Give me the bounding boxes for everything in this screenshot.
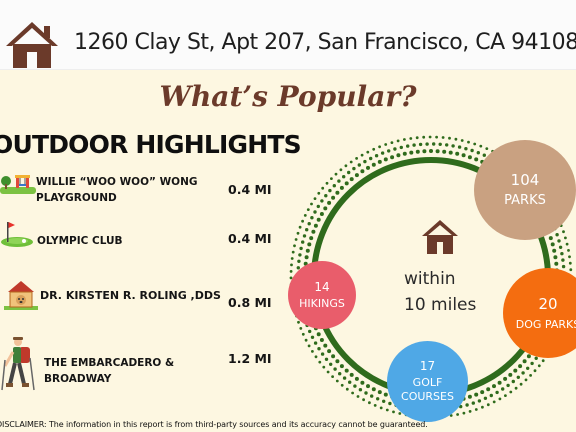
highlight-distance: 1.2 MI: [228, 351, 272, 366]
playground-icon: [0, 175, 36, 194]
highlight-distance: 0.4 MI: [228, 231, 272, 246]
page-title: What’s Popular?: [159, 80, 417, 113]
dog-house-icon: [4, 281, 38, 310]
header-bar: 1260 Clay St, Apt 207, San Francisco, CA…: [0, 0, 576, 70]
parks-label: PARKS: [504, 192, 546, 208]
radius-label-line2: 10 miles: [404, 295, 477, 315]
hikings-label: HIKINGS: [299, 296, 345, 310]
golf-label-line2: COURSES: [401, 390, 454, 403]
dog-parks-count: 20: [538, 294, 558, 313]
radius-label-line1: within: [404, 269, 456, 289]
parks-bubble: 104 PARKS: [474, 140, 576, 240]
highlight-distance: 0.8 MI: [228, 295, 272, 310]
disclaimer: DISCLAIMER: The information in this repo…: [0, 420, 428, 429]
hiker-icon: [1, 337, 35, 391]
highlight-name: OLYMPIC CLUB: [37, 235, 123, 247]
highlight-name: WILLIE “WOO WOO” WONG PLAYGROUND: [36, 176, 198, 204]
house-icon: [422, 220, 458, 254]
golf-bubble: 17 GOLF COURSES: [387, 341, 468, 422]
golf-green-icon: [1, 222, 33, 247]
dog-parks-label: DOG PARKS: [515, 317, 576, 331]
highlight-name: THE EMBARCADERO & BROADWAY: [44, 357, 175, 385]
section-title: OUTDOOR HIGHLIGHTS: [0, 130, 302, 159]
property-address: 1260 Clay St, Apt 207, San Francisco, CA…: [74, 30, 576, 55]
dog-parks-bubble: 20 DOG PARKS: [503, 268, 576, 358]
house-icon: [6, 22, 58, 68]
radius-label: within 10 miles: [404, 266, 494, 318]
hikings-count: 14: [314, 279, 330, 294]
highlight-distance: 0.4 MI: [228, 182, 272, 197]
hikings-bubble: 14 HIKINGS: [288, 261, 356, 329]
highlight-name: DR. KIRSTEN R. ROLING ,DDS: [40, 289, 221, 302]
golf-count: 17: [419, 359, 436, 374]
golf-label-line1: GOLF: [412, 376, 443, 390]
parks-count: 104: [510, 171, 540, 189]
